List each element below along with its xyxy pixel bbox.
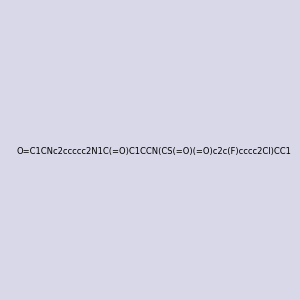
Text: O=C1CNc2ccccc2N1C(=O)C1CCN(CS(=O)(=O)c2c(F)cccc2Cl)CC1: O=C1CNc2ccccc2N1C(=O)C1CCN(CS(=O)(=O)c2c… bbox=[16, 147, 291, 156]
